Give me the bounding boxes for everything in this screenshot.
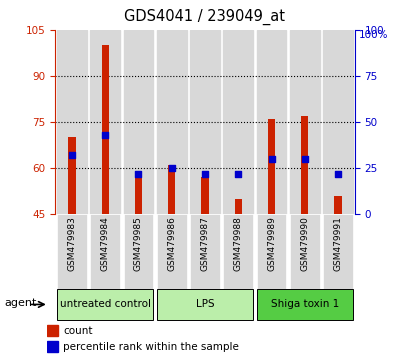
FancyBboxPatch shape — [57, 289, 153, 320]
Bar — [256, 30, 286, 214]
Text: GSM479990: GSM479990 — [299, 216, 308, 271]
Bar — [334, 196, 341, 214]
FancyBboxPatch shape — [289, 214, 319, 289]
Text: GSM479986: GSM479986 — [167, 216, 176, 271]
Bar — [68, 137, 75, 214]
Point — [201, 171, 208, 177]
FancyBboxPatch shape — [223, 214, 253, 289]
FancyBboxPatch shape — [90, 214, 120, 289]
Bar — [234, 199, 241, 214]
Text: Shiga toxin 1: Shiga toxin 1 — [270, 299, 338, 309]
Text: GSM479987: GSM479987 — [200, 216, 209, 271]
Bar — [156, 30, 186, 214]
Bar — [135, 174, 142, 214]
Bar — [289, 30, 319, 214]
Point — [267, 156, 274, 162]
Point — [301, 156, 307, 162]
Text: agent: agent — [4, 298, 37, 308]
FancyBboxPatch shape — [123, 214, 153, 289]
Bar — [189, 30, 219, 214]
Text: 100%: 100% — [358, 30, 387, 40]
Bar — [267, 119, 274, 214]
FancyBboxPatch shape — [156, 289, 253, 320]
Bar — [47, 325, 58, 336]
Text: count: count — [63, 326, 92, 336]
FancyBboxPatch shape — [156, 214, 186, 289]
Point — [135, 171, 142, 177]
Point — [69, 153, 75, 158]
FancyBboxPatch shape — [57, 214, 87, 289]
Bar — [101, 45, 109, 214]
Bar — [123, 30, 153, 214]
Bar — [223, 30, 253, 214]
FancyBboxPatch shape — [322, 214, 352, 289]
Bar — [90, 30, 120, 214]
Text: untreated control: untreated control — [60, 299, 151, 309]
Point — [334, 171, 340, 177]
Text: GSM479984: GSM479984 — [101, 216, 110, 271]
FancyBboxPatch shape — [256, 289, 352, 320]
Bar — [300, 116, 308, 214]
Text: GSM479989: GSM479989 — [266, 216, 275, 271]
Text: GSM479991: GSM479991 — [333, 216, 342, 271]
Text: LPS: LPS — [195, 299, 214, 309]
FancyBboxPatch shape — [189, 214, 219, 289]
Bar — [168, 165, 175, 214]
Point — [168, 165, 175, 171]
Bar — [322, 30, 352, 214]
Point — [234, 171, 241, 177]
Bar — [201, 177, 208, 214]
FancyBboxPatch shape — [256, 214, 286, 289]
Bar — [57, 30, 87, 214]
Text: GSM479983: GSM479983 — [67, 216, 76, 271]
Text: GSM479988: GSM479988 — [233, 216, 242, 271]
Text: percentile rank within the sample: percentile rank within the sample — [63, 342, 238, 352]
Bar — [47, 341, 58, 353]
Point — [102, 132, 108, 138]
Text: GSM479985: GSM479985 — [134, 216, 143, 271]
Text: GDS4041 / 239049_at: GDS4041 / 239049_at — [124, 9, 285, 25]
